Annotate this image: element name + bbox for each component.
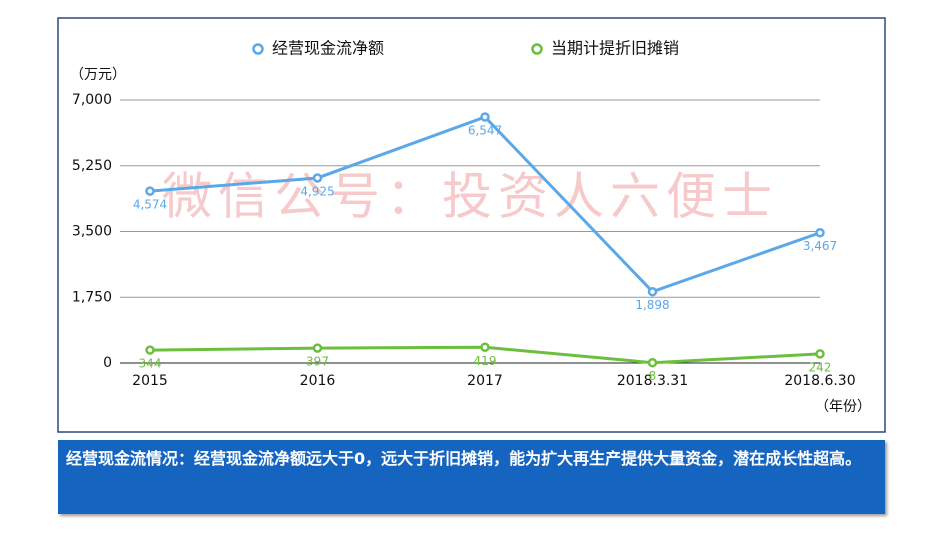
data-label: 4,925 <box>300 184 334 198</box>
y-tick-label: 1,750 <box>72 289 112 305</box>
data-label: 344 <box>139 357 162 371</box>
point <box>647 286 658 297</box>
point <box>480 112 490 122</box>
point <box>312 343 323 353</box>
x-tick-label: 2017 <box>467 373 503 389</box>
data-label: 3,467 <box>803 239 837 253</box>
point <box>312 173 323 183</box>
point <box>480 342 490 353</box>
data-label: 397 <box>306 355 329 369</box>
x-axis-label: （年份） <box>815 399 871 415</box>
data-label: 419 <box>474 354 497 368</box>
data-label: 6,547 <box>468 124 502 138</box>
point <box>815 349 825 359</box>
point <box>647 357 658 368</box>
legend-marker <box>252 43 264 55</box>
y-tick-label: 7,000 <box>72 92 112 108</box>
data-label: 1,898 <box>635 298 669 312</box>
legend-marker <box>531 43 543 55</box>
watermark: 微信公号：投资人六便士 <box>162 168 778 226</box>
annotation: 经营现金流情况：经营现金流净额远大于0，远大于折旧摊销，能为扩大再生产提供大量资… <box>58 440 885 514</box>
y-tick-label: 5,250 <box>72 158 112 174</box>
data-label: 8 <box>649 369 657 383</box>
data-label: 4,574 <box>133 198 167 212</box>
y-axis-label: （万元） <box>70 67 126 83</box>
point <box>145 186 155 196</box>
y-tick-label: 0 <box>103 355 112 371</box>
y-tick-label: 3,500 <box>72 224 112 240</box>
chart: 微信公号：投资人六便士 （万元） （年份） 0 1,750 3,500 5,250 7,… <box>57 17 886 433</box>
point <box>145 345 155 355</box>
point <box>815 227 825 238</box>
data-label: 242 <box>809 360 832 374</box>
x-tick-label: 2018.6.30 <box>784 373 855 389</box>
x-tick-label: 2015 <box>132 373 168 389</box>
x-tick-label: 2016 <box>300 373 336 389</box>
legend-label: 经营现金流净额 <box>272 39 384 58</box>
legend-label: 当期计提折旧摊销 <box>551 39 679 58</box>
x-tick-label: 2018.3.31 <box>617 373 688 389</box>
